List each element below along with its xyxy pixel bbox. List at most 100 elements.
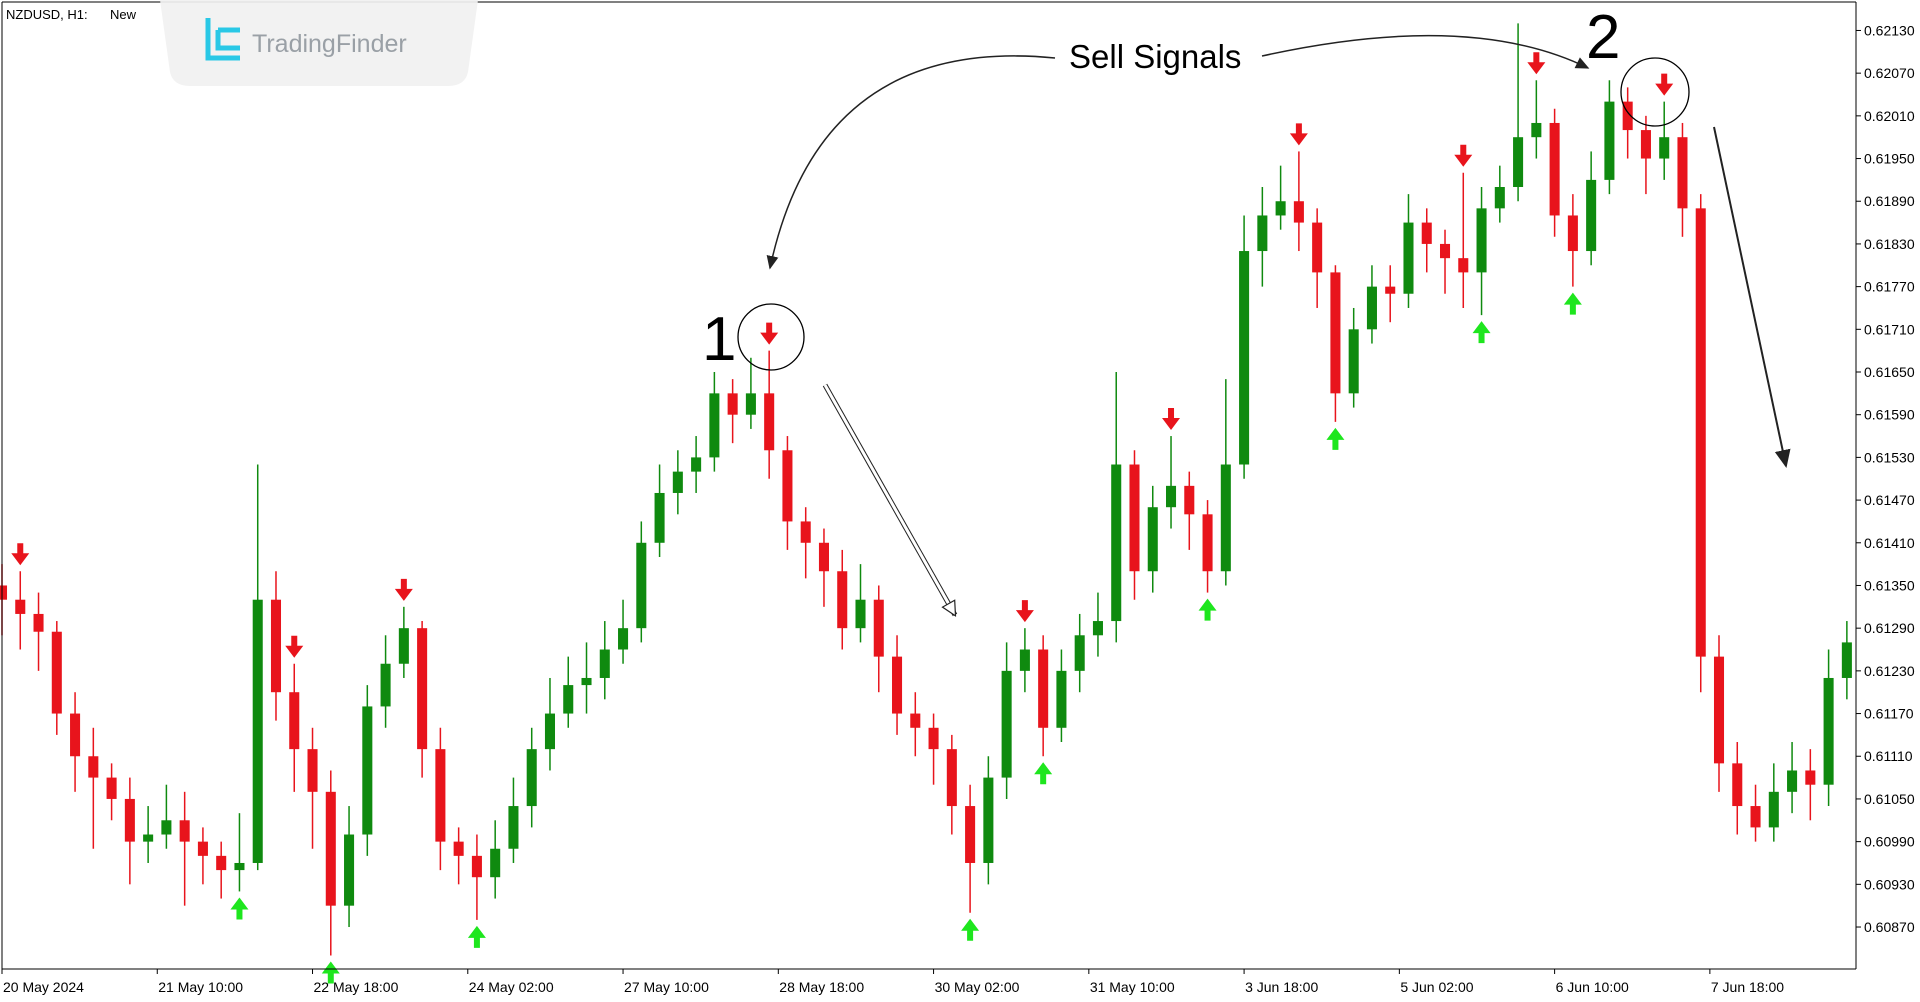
x-tick-label: 6 Jun 10:00 [1556, 979, 1629, 995]
candle-body [490, 848, 501, 878]
candle-body [1732, 763, 1743, 807]
candle-body [1074, 635, 1085, 671]
candle-body [965, 806, 976, 863]
y-tick-label: 0.61050 [1864, 791, 1915, 807]
trend-arrow [823, 384, 957, 615]
sell-arrow [1527, 52, 1546, 75]
x-tick-label: 5 Jun 02:00 [1400, 979, 1473, 995]
x-tick-label: 31 May 10:00 [1090, 979, 1175, 995]
candle-body [1476, 208, 1487, 273]
y-tick-label: 0.62010 [1864, 108, 1915, 124]
candle-body [1531, 122, 1542, 138]
candle-body [1001, 670, 1012, 778]
x-tick-label: 20 May 2024 [3, 979, 84, 995]
buy-arrow [1472, 321, 1491, 344]
candle-body [417, 628, 428, 750]
x-tick-label: 24 May 02:00 [469, 979, 554, 995]
candle-body [1220, 464, 1231, 572]
candle-body [471, 855, 482, 878]
candle-body [1494, 187, 1505, 209]
candle-body [855, 599, 866, 629]
candle-body [435, 749, 446, 842]
candle-body [362, 706, 373, 835]
candle-body [398, 628, 409, 664]
candle-body [636, 542, 647, 629]
x-tick-label: 21 May 10:00 [158, 979, 243, 995]
y-tick-label: 0.61290 [1864, 620, 1915, 636]
label-1: 1 [702, 305, 736, 374]
symbol-label: New [110, 7, 137, 22]
candle-body [563, 685, 574, 714]
candle-body [1019, 649, 1030, 671]
candle-body [70, 713, 81, 757]
candle-body [1805, 770, 1816, 785]
y-tick-label: 0.61890 [1864, 193, 1915, 209]
candle-body [1257, 215, 1268, 252]
x-tick-label: 3 Jun 18:00 [1245, 979, 1318, 995]
trend-arrow [1713, 126, 1791, 468]
candle-body [1312, 222, 1323, 273]
candle-body [892, 656, 903, 714]
y-tick-label: 0.61650 [1864, 364, 1915, 380]
candle-body [88, 756, 99, 778]
y-tick-label: 0.60990 [1864, 834, 1915, 850]
candle-body [289, 692, 300, 750]
buy-arrow [961, 918, 980, 941]
buy-arrow [1198, 598, 1217, 621]
pointer [766, 55, 1056, 270]
candle-body [1841, 642, 1852, 678]
candle-body [1604, 101, 1615, 180]
candle-body [873, 599, 884, 657]
brand: TradingFinder [252, 30, 407, 58]
sell-arrow [1655, 73, 1674, 96]
sell-arrow [1289, 123, 1308, 146]
buy-arrow [1326, 427, 1345, 450]
x-tick-label: 7 Jun 18:00 [1711, 979, 1784, 995]
candle-body [1787, 770, 1798, 792]
candle-body [727, 393, 738, 415]
candle-body [143, 834, 154, 842]
logo [205, 18, 240, 61]
watermark-panel [160, 0, 478, 86]
candle-body [106, 777, 117, 799]
symbol: NZDUSD, H1: [6, 7, 88, 22]
candle-body [1275, 201, 1286, 216]
candle-body [946, 749, 957, 807]
candle-body [197, 841, 208, 856]
y-tick-label: 0.60930 [1864, 876, 1915, 892]
candle-body [581, 677, 592, 686]
candle-body [1768, 791, 1779, 828]
y-tick-label: 0.61950 [1864, 151, 1915, 167]
y-tick-label: 0.61770 [1864, 279, 1915, 295]
candle-body [344, 834, 355, 906]
candle-body [910, 713, 921, 728]
candle-body [1330, 272, 1341, 394]
candle-body [1549, 122, 1560, 216]
y-tick-label: 0.60870 [1864, 919, 1915, 935]
buy-arrow [321, 961, 340, 984]
circle [1620, 57, 1690, 127]
candle-body [1586, 179, 1597, 252]
candle-body [1348, 329, 1359, 394]
candle-body [1403, 222, 1414, 294]
sell-arrow [285, 635, 304, 658]
y-tick-label: 0.61470 [1864, 492, 1915, 508]
candle-body [1239, 251, 1250, 465]
y-tick-label: 0.61170 [1864, 706, 1914, 722]
watermark: TradingFinder [160, 0, 478, 86]
candle-body [161, 820, 172, 835]
plot-area [0, 23, 1852, 984]
candle-body [764, 393, 775, 451]
candle-body [1092, 621, 1103, 636]
pointer [1261, 34, 1590, 69]
x-tick-label: 30 May 02:00 [935, 979, 1020, 995]
candle-body [124, 798, 135, 842]
y-tick-label: 0.61830 [1864, 236, 1915, 252]
candle-body [1823, 677, 1834, 785]
circle [737, 303, 805, 371]
y-tick-label: 0.61350 [1864, 577, 1915, 593]
candle-body [672, 471, 683, 493]
candle-body [15, 599, 26, 614]
